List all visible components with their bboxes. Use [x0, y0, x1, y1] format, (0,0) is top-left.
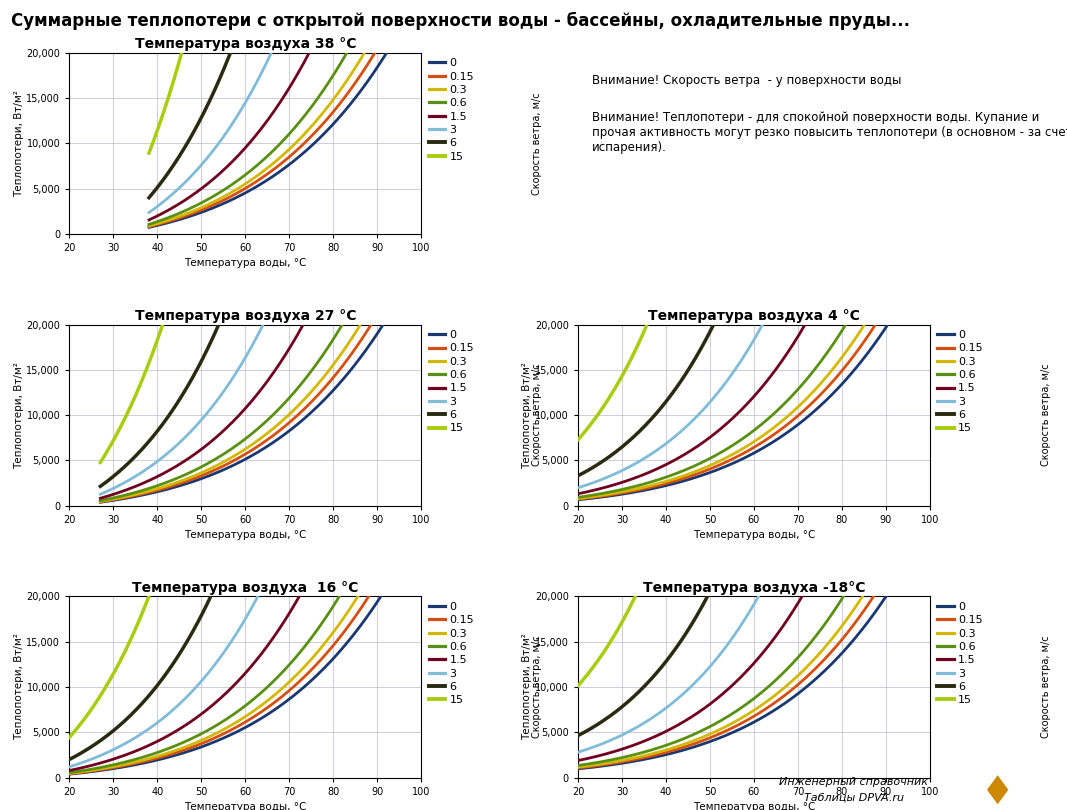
X-axis label: Температура воды, °C: Температура воды, °C — [692, 531, 815, 540]
X-axis label: Температура воды, °C: Температура воды, °C — [185, 258, 306, 268]
Y-axis label: Теплопотери, Вт/м²: Теплопотери, Вт/м² — [14, 362, 23, 468]
Text: Внимание! Скорость ветра  - у поверхности воды: Внимание! Скорость ветра - у поверхности… — [592, 75, 902, 87]
Legend: 0, 0.15, 0.3, 0.6, 1.5, 3, 6, 15: 0, 0.15, 0.3, 0.6, 1.5, 3, 6, 15 — [429, 330, 475, 433]
Title: Температура воздуха -18°C: Температура воздуха -18°C — [642, 582, 865, 595]
Title: Температура воздуха 27 °C: Температура воздуха 27 °C — [134, 309, 356, 323]
Text: Скорость ветра, м/с: Скорость ветра, м/с — [531, 92, 542, 194]
Legend: 0, 0.15, 0.3, 0.6, 1.5, 3, 6, 15: 0, 0.15, 0.3, 0.6, 1.5, 3, 6, 15 — [429, 602, 475, 706]
X-axis label: Температура воды, °C: Температура воды, °C — [185, 802, 306, 810]
Text: Скорость ветра, м/с: Скорость ветра, м/с — [1040, 636, 1051, 738]
Y-axis label: Теплопотери, Вт/м²: Теплопотери, Вт/м² — [14, 90, 23, 197]
Title: Температура воздуха  16 °C: Температура воздуха 16 °C — [132, 582, 359, 595]
Text: Скорость ветра, м/с: Скорость ветра, м/с — [1040, 364, 1051, 467]
Legend: 0, 0.15, 0.3, 0.6, 1.5, 3, 6, 15: 0, 0.15, 0.3, 0.6, 1.5, 3, 6, 15 — [429, 58, 475, 161]
Text: Внимание! Теплопотери - для спокойной поверхности воды. Купание и
прочая активно: Внимание! Теплопотери - для спокойной по… — [592, 111, 1067, 154]
Text: Скорость ветра, м/с: Скорость ветра, м/с — [531, 364, 542, 467]
Y-axis label: Теплопотери, Вт/м²: Теплопотери, Вт/м² — [14, 633, 23, 740]
Title: Температура воздуха 38 °C: Температура воздуха 38 °C — [134, 37, 356, 52]
Title: Температура воздуха 4 °C: Температура воздуха 4 °C — [648, 309, 860, 323]
Text: Инженерный справочник: Инженерный справочник — [779, 777, 928, 787]
Legend: 0, 0.15, 0.3, 0.6, 1.5, 3, 6, 15: 0, 0.15, 0.3, 0.6, 1.5, 3, 6, 15 — [937, 602, 983, 706]
Legend: 0, 0.15, 0.3, 0.6, 1.5, 3, 6, 15: 0, 0.15, 0.3, 0.6, 1.5, 3, 6, 15 — [937, 330, 983, 433]
Y-axis label: Теплопотери, Вт/м²: Теплопотери, Вт/м² — [522, 362, 532, 468]
Text: Таблицы DPVA.ru: Таблицы DPVA.ru — [803, 793, 904, 803]
X-axis label: Температура воды, °C: Температура воды, °C — [692, 802, 815, 810]
Y-axis label: Теплопотери, Вт/м²: Теплопотери, Вт/м² — [522, 633, 532, 740]
Text: Скорость ветра, м/с: Скорость ветра, м/с — [531, 636, 542, 738]
Text: Суммарные теплопотери с открытой поверхности воды - бассейны, охладительные пруд: Суммарные теплопотери с открытой поверхн… — [11, 12, 910, 30]
X-axis label: Температура воды, °C: Температура воды, °C — [185, 531, 306, 540]
